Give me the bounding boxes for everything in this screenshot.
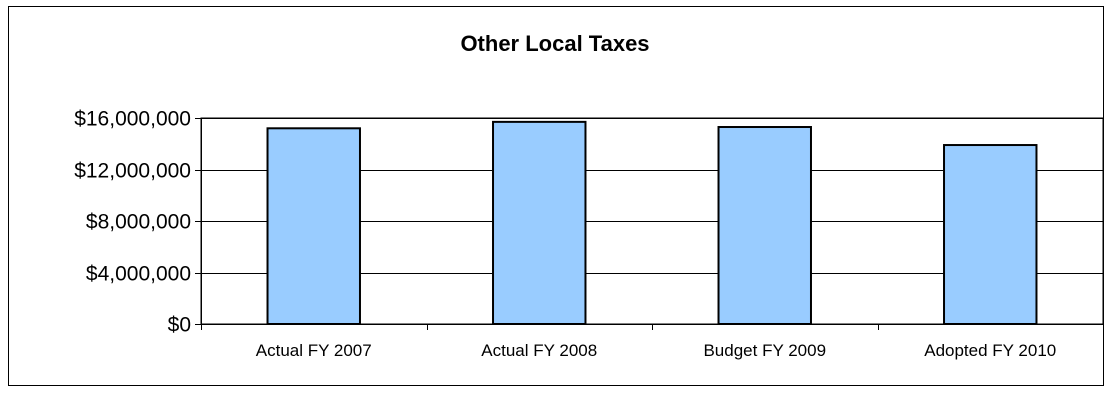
bar (717, 126, 812, 325)
chart-title: Other Local Taxes (460, 31, 649, 56)
bar (266, 127, 361, 325)
y-tick-label: $4,000,000 (86, 263, 191, 286)
y-tick-label: $8,000,000 (86, 211, 191, 234)
y-tick-label: $16,000,000 (74, 108, 191, 131)
y-axis-tick-labels: $0 $4,000,000 $8,000,000 $12,000,000 $16,000… (74, 108, 191, 337)
x-tick-label: Budget FY 2009 (703, 341, 826, 360)
bar-chart: Other Local Taxes $0 $4,000,000 $8,000,000… (74, 31, 1104, 360)
x-tick-label: Actual FY 2008 (481, 341, 597, 360)
y-tick-label: $0 (168, 314, 191, 337)
x-tick-label: Adopted FY 2010 (924, 341, 1056, 360)
x-axis-tick-labels: Actual FY 2007 Actual FY 2008 Budget FY 20… (256, 341, 1056, 360)
chart-frame: Other Local Taxes $0 $4,000,000 $8,000,000… (8, 6, 1104, 386)
y-tick-label: $12,000,000 (74, 160, 191, 183)
x-tick-label: Actual FY 2007 (256, 341, 372, 360)
bar (492, 120, 587, 325)
axes (195, 118, 1104, 330)
bar (943, 144, 1038, 325)
